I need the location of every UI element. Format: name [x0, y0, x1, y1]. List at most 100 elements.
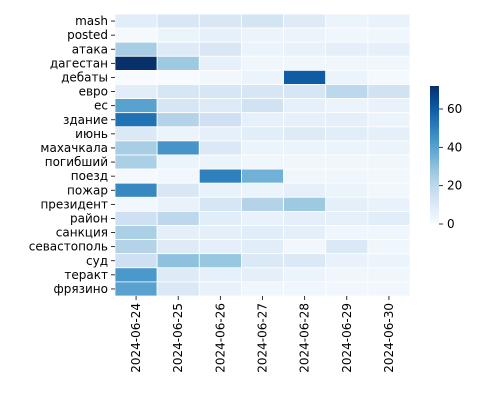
- heatmap-cell: [241, 196, 284, 212]
- column-label: 2024-06-29: [340, 303, 354, 373]
- heatmap-cell: [283, 70, 327, 85]
- heatmap-cell: [325, 112, 369, 128]
- heatmap-cell: [156, 168, 200, 184]
- heatmap-cell: [156, 112, 200, 128]
- heatmap-cell: [325, 196, 369, 212]
- heatmap-cell: [325, 281, 369, 297]
- heatmap-cell: [198, 140, 242, 156]
- heatmap-cell: [283, 281, 327, 297]
- heatmap-cell: [283, 27, 327, 43]
- heatmap-cell: [283, 98, 327, 114]
- row-label: mash: [75, 14, 108, 28]
- heatmap-cell: [114, 70, 158, 85]
- heatmap-cell: [241, 126, 284, 142]
- heatmap-cell: [198, 70, 242, 85]
- heatmap-cell: [283, 210, 327, 226]
- heatmap-cell: [367, 55, 411, 71]
- heatmap-cell: [114, 210, 158, 226]
- column-label: 2024-06-27: [256, 303, 270, 373]
- heatmap-cell: [156, 41, 200, 57]
- heatmap-cell: [367, 98, 411, 114]
- row-label: махачкала: [40, 141, 108, 155]
- heatmap-cell: [325, 182, 369, 198]
- heatmap-cell: [325, 98, 369, 114]
- heatmap-cell: [283, 182, 327, 198]
- heatmap-cell: [198, 126, 242, 142]
- heatmap-cell: [325, 210, 369, 226]
- heatmap-cell: [325, 84, 369, 100]
- row-label: здание: [63, 113, 108, 127]
- heatmap-cell: [367, 168, 411, 184]
- heatmap-cell: [156, 182, 200, 198]
- colorbar-tick-label: 20: [447, 179, 462, 193]
- heatmap-cell: [325, 126, 369, 142]
- heatmap-cell: [198, 41, 242, 57]
- row-label: posted: [67, 28, 108, 42]
- heatmap-cell: [156, 225, 200, 241]
- heatmap-cell: [367, 253, 411, 269]
- row-label: дебаты: [61, 70, 108, 84]
- row-label: президент: [40, 197, 108, 211]
- row-label: июнь: [75, 127, 108, 141]
- colorbar-tick-label: 60: [447, 102, 462, 116]
- heatmap-cell: [241, 84, 284, 100]
- heatmap-cell: [325, 168, 369, 184]
- heatmap-cell: [198, 168, 242, 184]
- heatmap-cell: [198, 27, 242, 43]
- row-label: санкция: [56, 226, 108, 240]
- heatmap-cell: [325, 253, 369, 269]
- heatmap-cell: [114, 239, 158, 255]
- row-labels: mashpostedатакадагестандебатыевроесздани…: [29, 14, 115, 296]
- heatmap-cell: [156, 281, 200, 297]
- heatmap-cell: [283, 267, 327, 283]
- heatmap-cell: [367, 70, 411, 85]
- heatmap-cell: [198, 267, 242, 283]
- heatmap-cell: [114, 253, 158, 269]
- heatmap-cell: [367, 267, 411, 283]
- heatmap-cell: [114, 196, 158, 212]
- colorbar-tick-label: 40: [447, 140, 462, 154]
- column-label: 2024-06-30: [382, 303, 396, 373]
- heatmap-cell: [283, 196, 327, 212]
- heatmap-cell: [114, 27, 158, 43]
- heatmap-cell: [283, 84, 327, 100]
- heatmap-cell: [114, 13, 158, 29]
- heatmap-cell: [283, 126, 327, 142]
- heatmap-cell: [241, 253, 284, 269]
- column-label: 2024-06-24: [129, 303, 143, 373]
- row-label: фрязино: [54, 282, 108, 296]
- heatmap-cell: [198, 239, 242, 255]
- heatmap-cell: [114, 182, 158, 198]
- heatmap-cell: [156, 126, 200, 142]
- heatmap-cell: [241, 70, 284, 85]
- heatmap-cell: [114, 98, 158, 114]
- heatmap-cell: [114, 281, 158, 297]
- heatmap-cell: [325, 27, 369, 43]
- heatmap-cell: [367, 126, 411, 142]
- heatmap-cell: [156, 55, 200, 71]
- heatmap-cell: [241, 27, 284, 43]
- heatmap-cell: [241, 154, 284, 170]
- heatmap-cell: [114, 126, 158, 142]
- heatmap-cell: [241, 55, 284, 71]
- row-label: дагестан: [50, 56, 108, 70]
- heatmap-cell: [283, 168, 327, 184]
- heatmap-cell: [367, 210, 411, 226]
- heatmap-cell: [325, 239, 369, 255]
- colorbar-gradient: [430, 86, 439, 224]
- heatmap-cell: [198, 253, 242, 269]
- heatmap-cell: [367, 140, 411, 156]
- heatmap-cell: [198, 281, 242, 297]
- heatmap-cell: [367, 239, 411, 255]
- heatmap-cell: [367, 84, 411, 100]
- row-label: атака: [72, 42, 108, 56]
- heatmap-cell: [114, 41, 158, 57]
- heatmap-cell: [283, 154, 327, 170]
- heatmap-cell: [198, 225, 242, 241]
- heatmap-cell: [114, 140, 158, 156]
- heatmap-cell: [241, 41, 284, 57]
- colorbar: 0 20 40 60: [430, 86, 462, 231]
- heatmap-cell: [114, 112, 158, 128]
- heatmap-cell: [367, 41, 411, 57]
- heatmap-cell: [241, 225, 284, 241]
